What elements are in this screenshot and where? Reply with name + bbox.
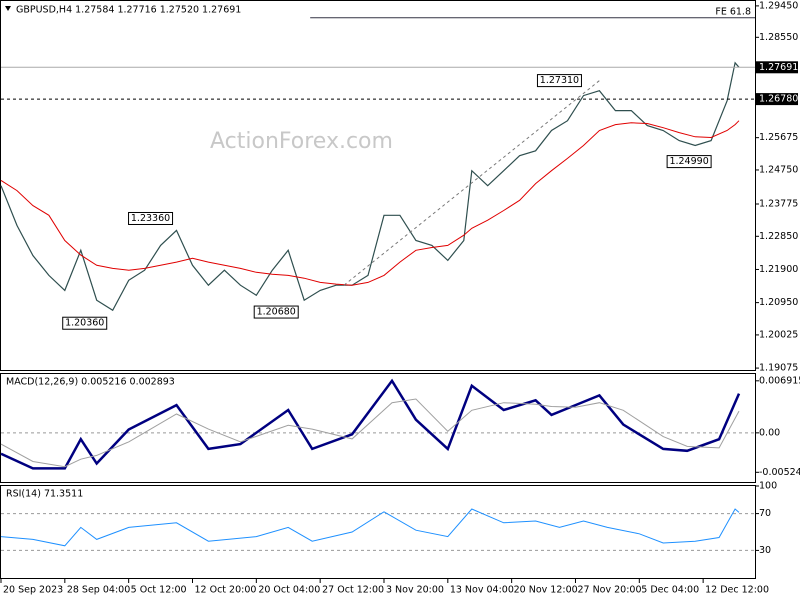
annotation-label: 1.23360 [131,213,170,224]
y-tick-label: 100 [759,481,777,492]
y-tick-label: 1.19075 [759,363,798,374]
y-tick-label: 1.20950 [759,297,798,308]
annotation-label: 1.24990 [669,156,708,167]
price-label-box [756,61,798,74]
x-tick-label: 27 Nov 20:00 [577,585,641,596]
rsi-panel [0,485,756,579]
watermark: ActionForex.com [210,129,393,154]
y-tick-label: 1.22850 [759,231,798,242]
x-tick-label: 20 Sep 2023 [3,585,63,596]
y-tick-label: 0.006915 [759,375,800,386]
y-tick-label: 0.00 [759,427,780,438]
x-tick-label: 20 Nov 12:00 [514,585,578,596]
macd-title: MACD(12,26,9) 0.005216 0.002893 [6,377,175,388]
y-tick-label: 70 [759,508,771,519]
y-tick-label: 30 [759,545,771,556]
y-tick-label: 1.23775 [759,199,798,210]
annotation-box [62,316,108,330]
rsi-title: RSI(14) 71.3511 [6,489,83,500]
symbol-icon [5,6,11,11]
annotation-box [666,155,712,169]
fe-label: FE 61.8 [715,6,751,17]
series-line [0,508,740,547]
y-tick-label: 1.24750 [759,164,798,175]
y-tick-label: 1.20025 [759,329,798,340]
x-tick-label: 20 Oct 04:00 [258,585,320,596]
trendline [343,80,600,286]
annotation-box [128,211,174,225]
annotation-box [253,305,299,319]
x-tick-label: 3 Nov 20:00 [386,585,444,596]
x-tick-label: 13 Nov 04:00 [450,585,514,596]
annotation-box [536,74,582,88]
series-line [0,398,740,468]
x-tick-label: 28 Sep 04:00 [67,585,130,596]
x-tick-label: 12 Oct 20:00 [194,585,256,596]
annotation-label: 1.27310 [540,75,579,86]
x-tick-label: 5 Dec 04:00 [641,585,699,596]
series-line [0,378,741,470]
y-tick-label: 1.21900 [759,264,798,275]
x-tick-label: 12 Dec 12:00 [705,585,769,596]
x-tick-label: 27 Oct 12:00 [322,585,384,596]
y-tick-label: 1.25675 [759,132,798,143]
price-label: 1.27691 [759,62,798,73]
price-panel [0,0,756,371]
x-tick-label: 5 Oct 12:00 [131,585,187,596]
series-line [0,120,740,286]
price-label-box [756,93,798,106]
series-line [0,61,740,312]
chart-title: GBPUSD,H4 1.27584 1.27716 1.27520 1.2769… [16,5,241,16]
price-label: 1.26780 [759,94,798,105]
y-tick-label: 1.28550 [759,32,798,43]
annotation-label: 1.20360 [65,318,104,329]
annotation-label: 1.20680 [257,307,296,318]
macd-panel [0,373,756,483]
y-tick-label: 1.29450 [759,0,798,11]
